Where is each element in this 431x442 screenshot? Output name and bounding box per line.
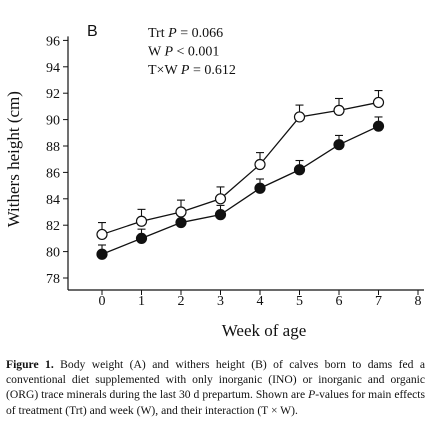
x-tick-label: 8 [415, 294, 422, 309]
y-axis-title: Withers height (cm) [4, 91, 23, 227]
data-point [372, 96, 385, 109]
y-tick-label: 82 [46, 219, 60, 234]
series-open-circle [96, 90, 385, 241]
data-point [333, 104, 345, 116]
data-point [135, 232, 148, 244]
x-tick-label: 1 [138, 294, 145, 309]
p-value-annotation: T×W P = 0.612 [148, 63, 236, 78]
p-value-annotation: Trt P = 0.066 [148, 26, 223, 41]
data-point [333, 139, 345, 151]
data-point [96, 248, 108, 260]
data-point [372, 120, 385, 132]
data-point [293, 111, 306, 123]
caption-p-italic: P [308, 388, 316, 402]
y-tick-label: 84 [46, 193, 60, 208]
x-axis-title: Week of age [222, 321, 307, 340]
data-point [214, 193, 227, 205]
y-tick-label: 88 [46, 140, 60, 155]
data-point [254, 158, 266, 171]
series-filled-circle [96, 116, 385, 260]
data-point [254, 182, 266, 194]
y-tick-label: 86 [46, 166, 60, 181]
y-tick-label: 90 [46, 114, 60, 129]
figure-caption: Figure 1. Body weight (A) and withers he… [6, 357, 425, 418]
p-value-annotation: W P < 0.001 [148, 45, 219, 60]
data-point [214, 209, 227, 221]
series-line [101, 125, 379, 255]
x-tick-label: 5 [296, 294, 303, 309]
data-point [293, 164, 306, 176]
x-tick-label: 4 [257, 294, 264, 309]
y-tick-label: 94 [46, 61, 60, 76]
y-tick-label: 80 [46, 246, 60, 261]
caption-text-before: Body weight (A) and withers height (B) o… [6, 358, 425, 402]
panel-label: B [87, 23, 98, 40]
y-tick-label: 78 [46, 272, 60, 287]
data-point [96, 228, 108, 241]
series-layer [96, 90, 385, 260]
labels-layer: Week of age Withers height (cm) B Trt P = 0… [4, 23, 306, 340]
caption-figure-label: Figure 1. [6, 358, 54, 371]
x-tick-label: 2 [178, 294, 185, 309]
y-tick-label: 92 [46, 87, 60, 102]
x-tick-label: 6 [336, 294, 343, 309]
series-line [101, 101, 379, 236]
x-tick-label: 3 [217, 294, 224, 309]
y-tick-label: 96 [46, 34, 60, 49]
data-point [175, 216, 187, 229]
caption-text-after: -values for main effects of treatment (T… [6, 388, 426, 417]
x-tick-label: 7 [375, 294, 382, 309]
x-tick-label: 0 [99, 294, 106, 309]
data-point [175, 206, 187, 218]
data-point [135, 215, 148, 227]
